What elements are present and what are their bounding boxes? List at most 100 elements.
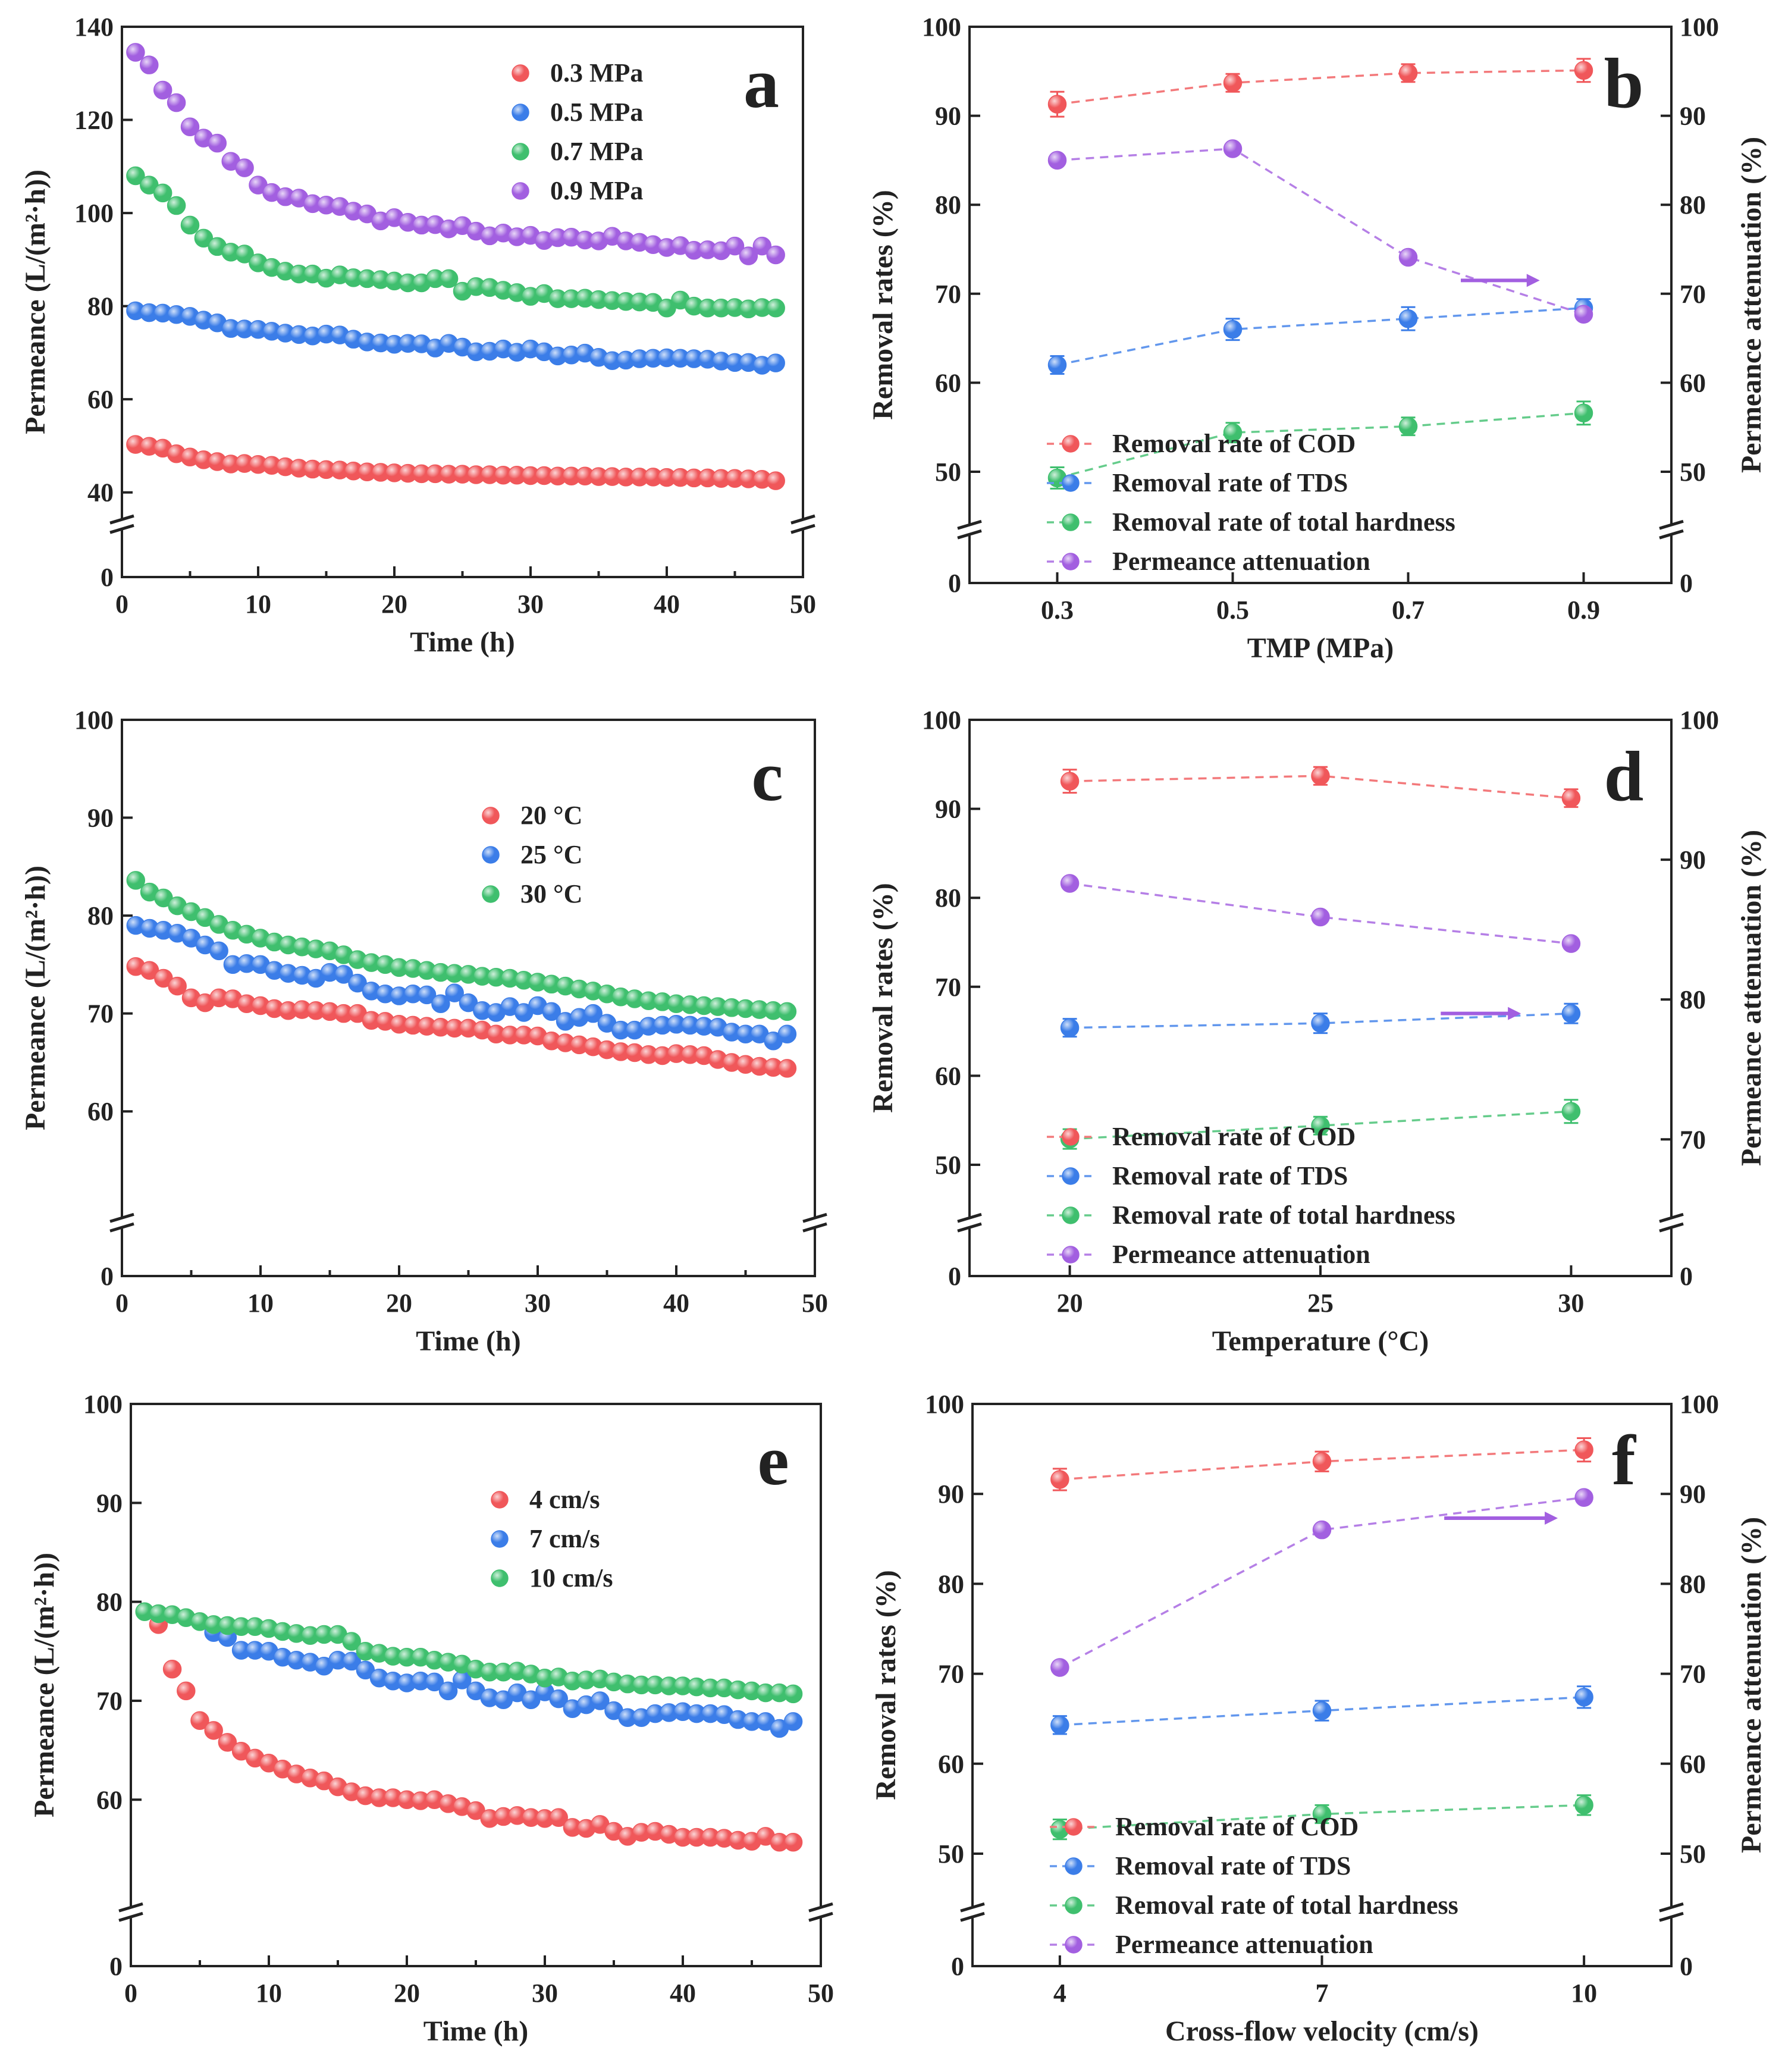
y-break-right-mark-top: [808, 1902, 833, 1913]
data-point: [439, 269, 459, 289]
legend-label: 0.3 MPa: [550, 58, 643, 87]
legend-label: Removal rate of TDS: [1115, 1851, 1351, 1880]
x-tick-label: 0: [115, 1289, 128, 1318]
data-point: [1223, 423, 1243, 442]
series-1: [126, 916, 797, 1051]
data-point: [342, 1632, 361, 1651]
y-tick-label: 140: [74, 12, 114, 42]
series-line: [1057, 306, 1584, 366]
data-point: [162, 1659, 182, 1679]
data-point: [591, 1691, 610, 1710]
x-tick-label: 4: [1053, 1979, 1066, 2008]
series-0: [1047, 58, 1593, 118]
data-point: [1561, 788, 1581, 808]
legend-label: Removal rate of total hardness: [1115, 1891, 1458, 1920]
data-point: [153, 183, 172, 203]
legend-marker: [482, 885, 500, 903]
legend-label: 4 cm/s: [529, 1485, 600, 1514]
x-tick-label: 50: [790, 590, 816, 619]
y-tick-label: 100: [74, 706, 114, 735]
data-point: [1312, 1701, 1332, 1720]
data-point: [1223, 319, 1243, 339]
legend-marker: [512, 143, 529, 161]
y-break-left-mark-top: [109, 514, 134, 525]
data-point: [194, 228, 214, 248]
panel-c: 0 10 20 30 40 50 0 60 70 80 90 100 Time (h) Permeance…: [20, 706, 828, 1357]
y-break-right-mark-top: [790, 514, 815, 525]
y-tick-label: 40: [87, 478, 114, 507]
series-2: [1050, 1794, 1593, 1841]
data-point: [168, 976, 187, 996]
data-point: [549, 1808, 568, 1827]
legend-label: Permeance attenuation: [1112, 1240, 1370, 1269]
legend-label: 7 cm/s: [529, 1524, 600, 1553]
y-break-left-mark-bottom: [109, 524, 134, 534]
y2-tick-label: 50: [1680, 457, 1706, 487]
data-point: [445, 983, 464, 1002]
y-break-left-mark-bottom: [118, 1911, 143, 1922]
data-point: [204, 1721, 223, 1740]
data-point: [766, 245, 785, 265]
y2-tick-label: 100: [1680, 1390, 1719, 1419]
panel-b: 0.3 0.5 0.7 0.9 0 50 60 70 80 90 100 0 50 60 70 80 90 100…: [867, 12, 1767, 664]
plot-frame: [971, 1403, 1673, 1967]
x-tick-label: 20: [381, 590, 407, 619]
x-tick-label: 0.5: [1216, 595, 1249, 625]
y-break-left-mark-bottom: [960, 1911, 985, 1922]
data-point: [1060, 1018, 1080, 1037]
x-axis-title: Time (h): [416, 1325, 520, 1357]
series-0: [149, 1615, 803, 1852]
data-point: [777, 1002, 797, 1021]
y-tick-label: 50: [935, 1151, 961, 1180]
y-tick-label: 80: [87, 292, 114, 321]
y2-tick-label: 80: [1680, 190, 1706, 220]
series-3: [1060, 874, 1581, 953]
y-break-right-mark-top: [802, 1212, 827, 1223]
y-tick-label: 70: [935, 280, 961, 309]
panel-letter: d: [1604, 736, 1644, 816]
y-tick-label: 100: [922, 12, 961, 42]
y-tick-label: 80: [935, 190, 961, 220]
x-tick-label: 0.3: [1041, 595, 1074, 625]
y-tick-label: 0: [101, 563, 114, 592]
y-tick-label: 80: [935, 883, 961, 913]
y2-tick-label: 100: [1680, 706, 1719, 735]
data-point: [208, 133, 227, 153]
y2-tick-label: 0: [1680, 1952, 1693, 1981]
series-line: [1069, 882, 1571, 945]
legend-marker: [1062, 435, 1080, 453]
data-point: [783, 1712, 803, 1731]
y2-tick-label: 100: [1680, 12, 1719, 42]
legend-marker: [1065, 1818, 1083, 1836]
y-break-right-mark-bottom: [790, 524, 815, 534]
data-point: [126, 43, 145, 62]
series-1: [126, 301, 785, 375]
x-tick-label: 20: [386, 1289, 412, 1318]
y2-tick-label: 90: [1680, 102, 1706, 131]
x-tick-label: 30: [517, 590, 544, 619]
y2-tick-label: 90: [1680, 1479, 1706, 1509]
x-tick-label: 25: [1307, 1289, 1334, 1318]
y-axis-title: Permeance (L/(m²·h)): [20, 170, 51, 434]
y2-tick-label: 90: [1680, 845, 1706, 874]
legend-label: Removal rate of TDS: [1112, 1161, 1348, 1190]
y-tick-label: 100: [74, 199, 114, 228]
panel-e: 0 10 20 30 40 50 0 60 70 80 90 100 Time (h) Permeance…: [29, 1390, 834, 2047]
series-0: [126, 957, 797, 1078]
legend-marker: [1065, 1936, 1083, 1954]
y-break-right-mark-top: [1659, 519, 1684, 530]
x-tick-label: 10: [245, 590, 271, 619]
data-point: [777, 1024, 797, 1043]
legend-label: 10 cm/s: [529, 1563, 613, 1593]
y-break-right-mark-top: [1659, 1902, 1684, 1913]
data-point: [177, 1681, 196, 1701]
y-tick-label: 60: [87, 1097, 114, 1126]
data-point: [1574, 1488, 1593, 1507]
data-point: [1047, 95, 1067, 114]
data-point: [209, 941, 228, 961]
series-3: [1050, 1488, 1593, 1677]
data-point: [1312, 1520, 1332, 1540]
y2-tick-label: 60: [1680, 1750, 1706, 1779]
data-point: [1060, 772, 1080, 791]
x-axis-title: Temperature (°C): [1212, 1325, 1429, 1357]
